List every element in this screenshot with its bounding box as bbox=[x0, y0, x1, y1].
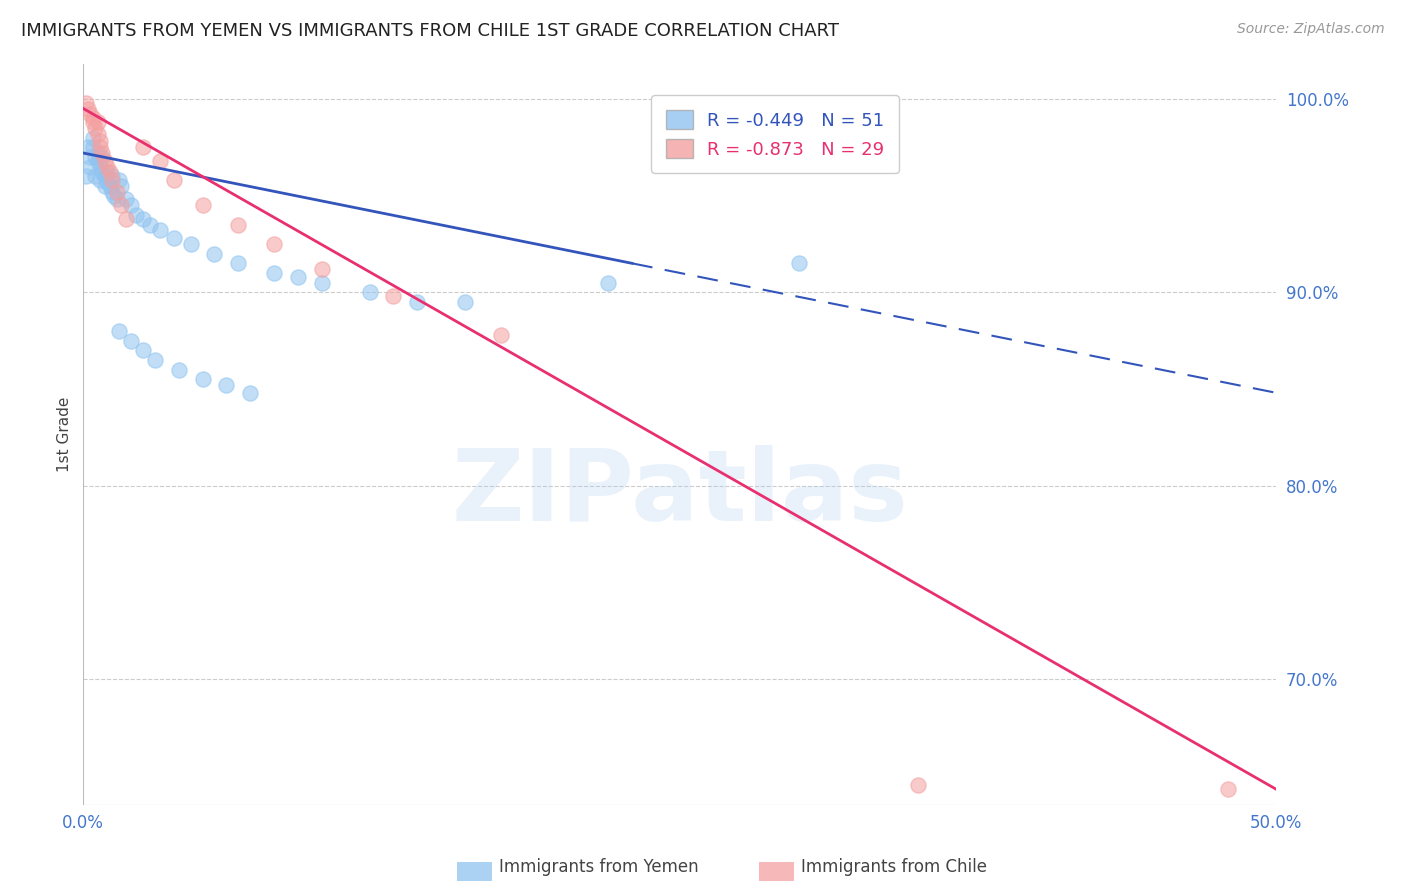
Point bbox=[77, 140, 100, 154]
Point bbox=[94, 178, 117, 193]
Point bbox=[75, 95, 97, 110]
Point bbox=[167, 362, 190, 376]
Point bbox=[105, 185, 128, 199]
Point bbox=[115, 193, 138, 207]
Point bbox=[86, 146, 108, 161]
Point bbox=[96, 165, 118, 179]
Point bbox=[489, 327, 512, 342]
Point bbox=[239, 385, 262, 400]
Text: Source: ZipAtlas.com: Source: ZipAtlas.com bbox=[1237, 22, 1385, 37]
Point bbox=[96, 175, 118, 189]
Point bbox=[89, 140, 111, 154]
Point bbox=[84, 150, 107, 164]
Point bbox=[103, 188, 125, 202]
Y-axis label: 1st Grade: 1st Grade bbox=[58, 397, 72, 472]
Point bbox=[132, 343, 155, 358]
Point bbox=[82, 130, 104, 145]
Text: IMMIGRANTS FROM YEMEN VS IMMIGRANTS FROM CHILE 1ST GRADE CORRELATION CHART: IMMIGRANTS FROM YEMEN VS IMMIGRANTS FROM… bbox=[21, 22, 839, 40]
Point bbox=[89, 173, 111, 187]
Point bbox=[86, 127, 108, 141]
Point bbox=[120, 334, 142, 348]
Point bbox=[215, 378, 238, 392]
Point bbox=[86, 153, 108, 168]
Point bbox=[598, 276, 620, 290]
Point bbox=[132, 140, 155, 154]
Point bbox=[120, 198, 142, 212]
Point bbox=[89, 160, 111, 174]
Point bbox=[105, 193, 128, 207]
Point bbox=[101, 185, 124, 199]
Point bbox=[101, 173, 124, 187]
Point bbox=[98, 165, 121, 179]
Point bbox=[79, 150, 101, 164]
Point bbox=[110, 178, 132, 193]
Point bbox=[359, 285, 381, 300]
Point bbox=[263, 236, 285, 251]
Point bbox=[79, 160, 101, 174]
Point bbox=[163, 173, 186, 187]
Point bbox=[110, 198, 132, 212]
Point bbox=[180, 236, 202, 251]
Point bbox=[86, 115, 108, 129]
Point bbox=[79, 107, 101, 121]
Point bbox=[228, 256, 250, 270]
Point bbox=[75, 169, 97, 184]
Point bbox=[228, 218, 250, 232]
Point bbox=[149, 223, 172, 237]
Point bbox=[287, 269, 309, 284]
Point bbox=[82, 115, 104, 129]
Point bbox=[82, 112, 104, 126]
Point bbox=[204, 246, 226, 260]
Point bbox=[191, 372, 214, 386]
Point bbox=[91, 165, 114, 179]
Point bbox=[94, 169, 117, 184]
Point bbox=[787, 256, 810, 270]
Point bbox=[132, 211, 155, 226]
Point bbox=[101, 169, 124, 184]
Point bbox=[454, 294, 477, 309]
Text: Immigrants from Chile: Immigrants from Chile bbox=[801, 858, 987, 876]
Point bbox=[108, 324, 131, 338]
Point bbox=[191, 198, 214, 212]
Point bbox=[96, 160, 118, 174]
Text: ZIPatlas: ZIPatlas bbox=[451, 445, 908, 542]
Point bbox=[77, 102, 100, 116]
Point bbox=[91, 146, 114, 161]
Point bbox=[108, 173, 131, 187]
Point bbox=[89, 135, 111, 149]
Point bbox=[94, 153, 117, 168]
Point bbox=[84, 169, 107, 184]
Point bbox=[98, 178, 121, 193]
Point bbox=[263, 266, 285, 280]
Point bbox=[907, 778, 929, 792]
Point bbox=[91, 150, 114, 164]
Point bbox=[406, 294, 429, 309]
Point bbox=[149, 153, 172, 168]
Point bbox=[115, 211, 138, 226]
Point bbox=[311, 276, 333, 290]
Point bbox=[82, 140, 104, 154]
Point bbox=[163, 231, 186, 245]
Point bbox=[125, 208, 148, 222]
Point bbox=[1218, 782, 1240, 797]
Point bbox=[382, 289, 405, 303]
Text: Immigrants from Yemen: Immigrants from Yemen bbox=[499, 858, 699, 876]
Point bbox=[139, 218, 162, 232]
Point bbox=[143, 352, 166, 367]
Legend: R = -0.449   N = 51, R = -0.873   N = 29: R = -0.449 N = 51, R = -0.873 N = 29 bbox=[651, 95, 898, 173]
Point bbox=[311, 262, 333, 277]
Point bbox=[84, 120, 107, 135]
